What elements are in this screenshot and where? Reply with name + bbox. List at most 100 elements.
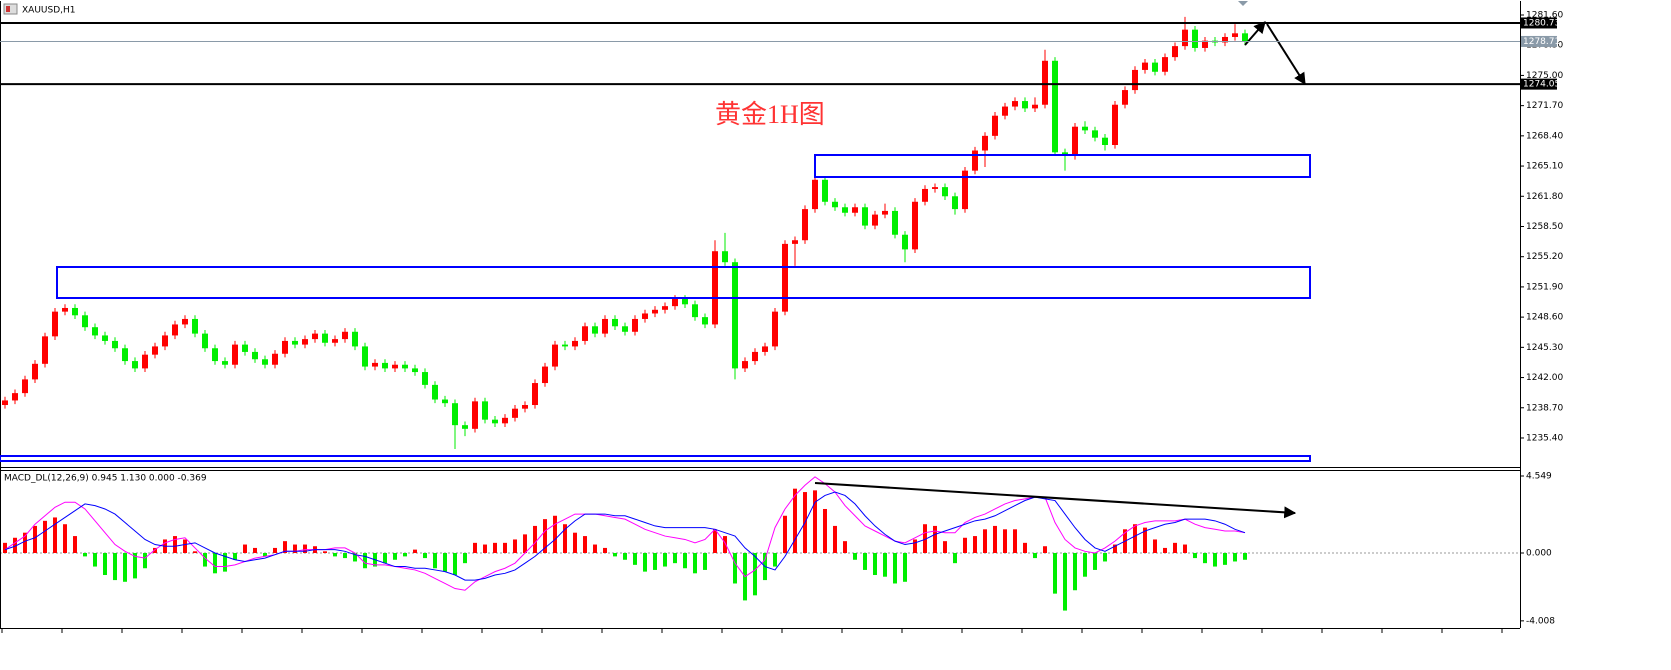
price-label: 1278.71: [1523, 37, 1560, 47]
candle-body: [932, 187, 938, 189]
y-tick-label: 1258.50: [1526, 222, 1563, 232]
candle-body: [1042, 60, 1048, 105]
histogram-bar: [193, 551, 197, 554]
price-label-box: [1521, 35, 1557, 47]
arrow: [1266, 23, 1306, 86]
candle-body: [22, 379, 28, 394]
candle-body: [142, 354, 148, 369]
histogram-bar: [203, 553, 207, 567]
candle-body: [362, 346, 368, 367]
candle-body: [832, 201, 838, 208]
candle-body: [682, 298, 688, 305]
candle-body: [1022, 101, 1028, 109]
candle-body: [872, 214, 878, 226]
histogram-bar: [1213, 553, 1217, 567]
candle-body: [172, 324, 178, 336]
histogram-bar: [463, 553, 467, 564]
histogram-bar: [1143, 527, 1147, 554]
candle-body: [692, 304, 698, 318]
candle-body: [132, 361, 138, 369]
histogram-bar: [673, 553, 677, 564]
histogram-bar: [813, 490, 817, 554]
histogram-bar: [303, 544, 307, 554]
histogram-bar: [53, 517, 57, 554]
candle-body: [892, 210, 898, 235]
histogram-bar: [513, 539, 517, 554]
candle-body: [492, 419, 498, 424]
histogram-bar: [1043, 546, 1047, 554]
y-tick-label: 1242.00: [1526, 373, 1563, 383]
candle-body: [632, 318, 638, 332]
histogram-bar: [683, 553, 687, 569]
candle-body: [662, 306, 668, 310]
histogram-bar: [563, 524, 567, 554]
histogram-bar: [273, 547, 277, 554]
candle-body: [652, 309, 658, 314]
histogram-bar: [1083, 553, 1087, 577]
candle-body: [502, 417, 508, 424]
histogram-bar: [523, 534, 527, 554]
histogram-bar: [1133, 524, 1137, 554]
histogram-bar: [933, 525, 937, 554]
histogram-bar: [503, 542, 507, 554]
histogram-bar: [1223, 553, 1227, 565]
candle-body: [1242, 33, 1248, 42]
candle-body: [922, 188, 928, 202]
candle-body: [1122, 90, 1128, 105]
candle-body: [1072, 126, 1078, 156]
histogram-bar: [553, 515, 557, 554]
candle-body: [42, 336, 48, 364]
histogram-bar: [753, 553, 757, 596]
candle-body: [62, 307, 68, 312]
candle-body: [1092, 130, 1098, 138]
candle-body: [212, 348, 218, 362]
histogram-bar: [3, 542, 7, 554]
candle-body: [1152, 62, 1158, 72]
candle-body: [102, 335, 108, 341]
candle-body: [672, 298, 678, 307]
histogram-bar: [1063, 553, 1067, 611]
histogram-bar: [403, 553, 407, 557]
candle-body: [522, 405, 528, 409]
histogram-bar: [443, 553, 447, 572]
price-label-box: [1521, 17, 1557, 29]
candle-body: [162, 335, 168, 347]
candle-body: [902, 234, 908, 250]
histogram-bar: [543, 519, 547, 554]
histogram-bar: [783, 515, 787, 554]
histogram-bar: [493, 542, 497, 554]
candle-body: [352, 331, 358, 347]
candle-body: [202, 333, 208, 349]
candle-body: [1182, 29, 1188, 47]
candle-body: [1232, 33, 1238, 37]
candle-body: [192, 318, 198, 334]
histogram-bar: [663, 553, 667, 567]
price-label: 1274.05: [1523, 80, 1560, 90]
y-tick-label: 1275.00: [1526, 71, 1563, 81]
candle-body: [242, 344, 248, 352]
candle-body: [592, 326, 598, 334]
candle-body: [412, 368, 418, 373]
histogram-bar: [183, 539, 187, 554]
candle-body: [572, 340, 578, 347]
histogram-bar: [593, 544, 597, 554]
annotation: 黄金1H图: [715, 100, 825, 129]
histogram-bar: [153, 547, 157, 554]
histogram-bar: [113, 553, 117, 581]
candle-body: [642, 313, 648, 319]
candle-body: [1142, 62, 1148, 70]
chart-title: XAUUSD,H1: [22, 6, 76, 16]
candle-body: [1202, 40, 1208, 48]
candle-body: [732, 262, 738, 369]
histogram-bar: [953, 553, 957, 564]
candle-body: [392, 364, 398, 369]
y-tick-label: 1261.80: [1526, 192, 1563, 202]
candle-body: [1032, 104, 1038, 109]
y-tick-label: 1248.60: [1526, 313, 1563, 323]
candle-body: [272, 353, 278, 365]
histogram-bar: [913, 539, 917, 554]
histogram-bar: [43, 520, 47, 554]
candle-body: [512, 408, 518, 418]
histogram-bar: [863, 553, 867, 570]
candle-body: [1002, 106, 1008, 116]
